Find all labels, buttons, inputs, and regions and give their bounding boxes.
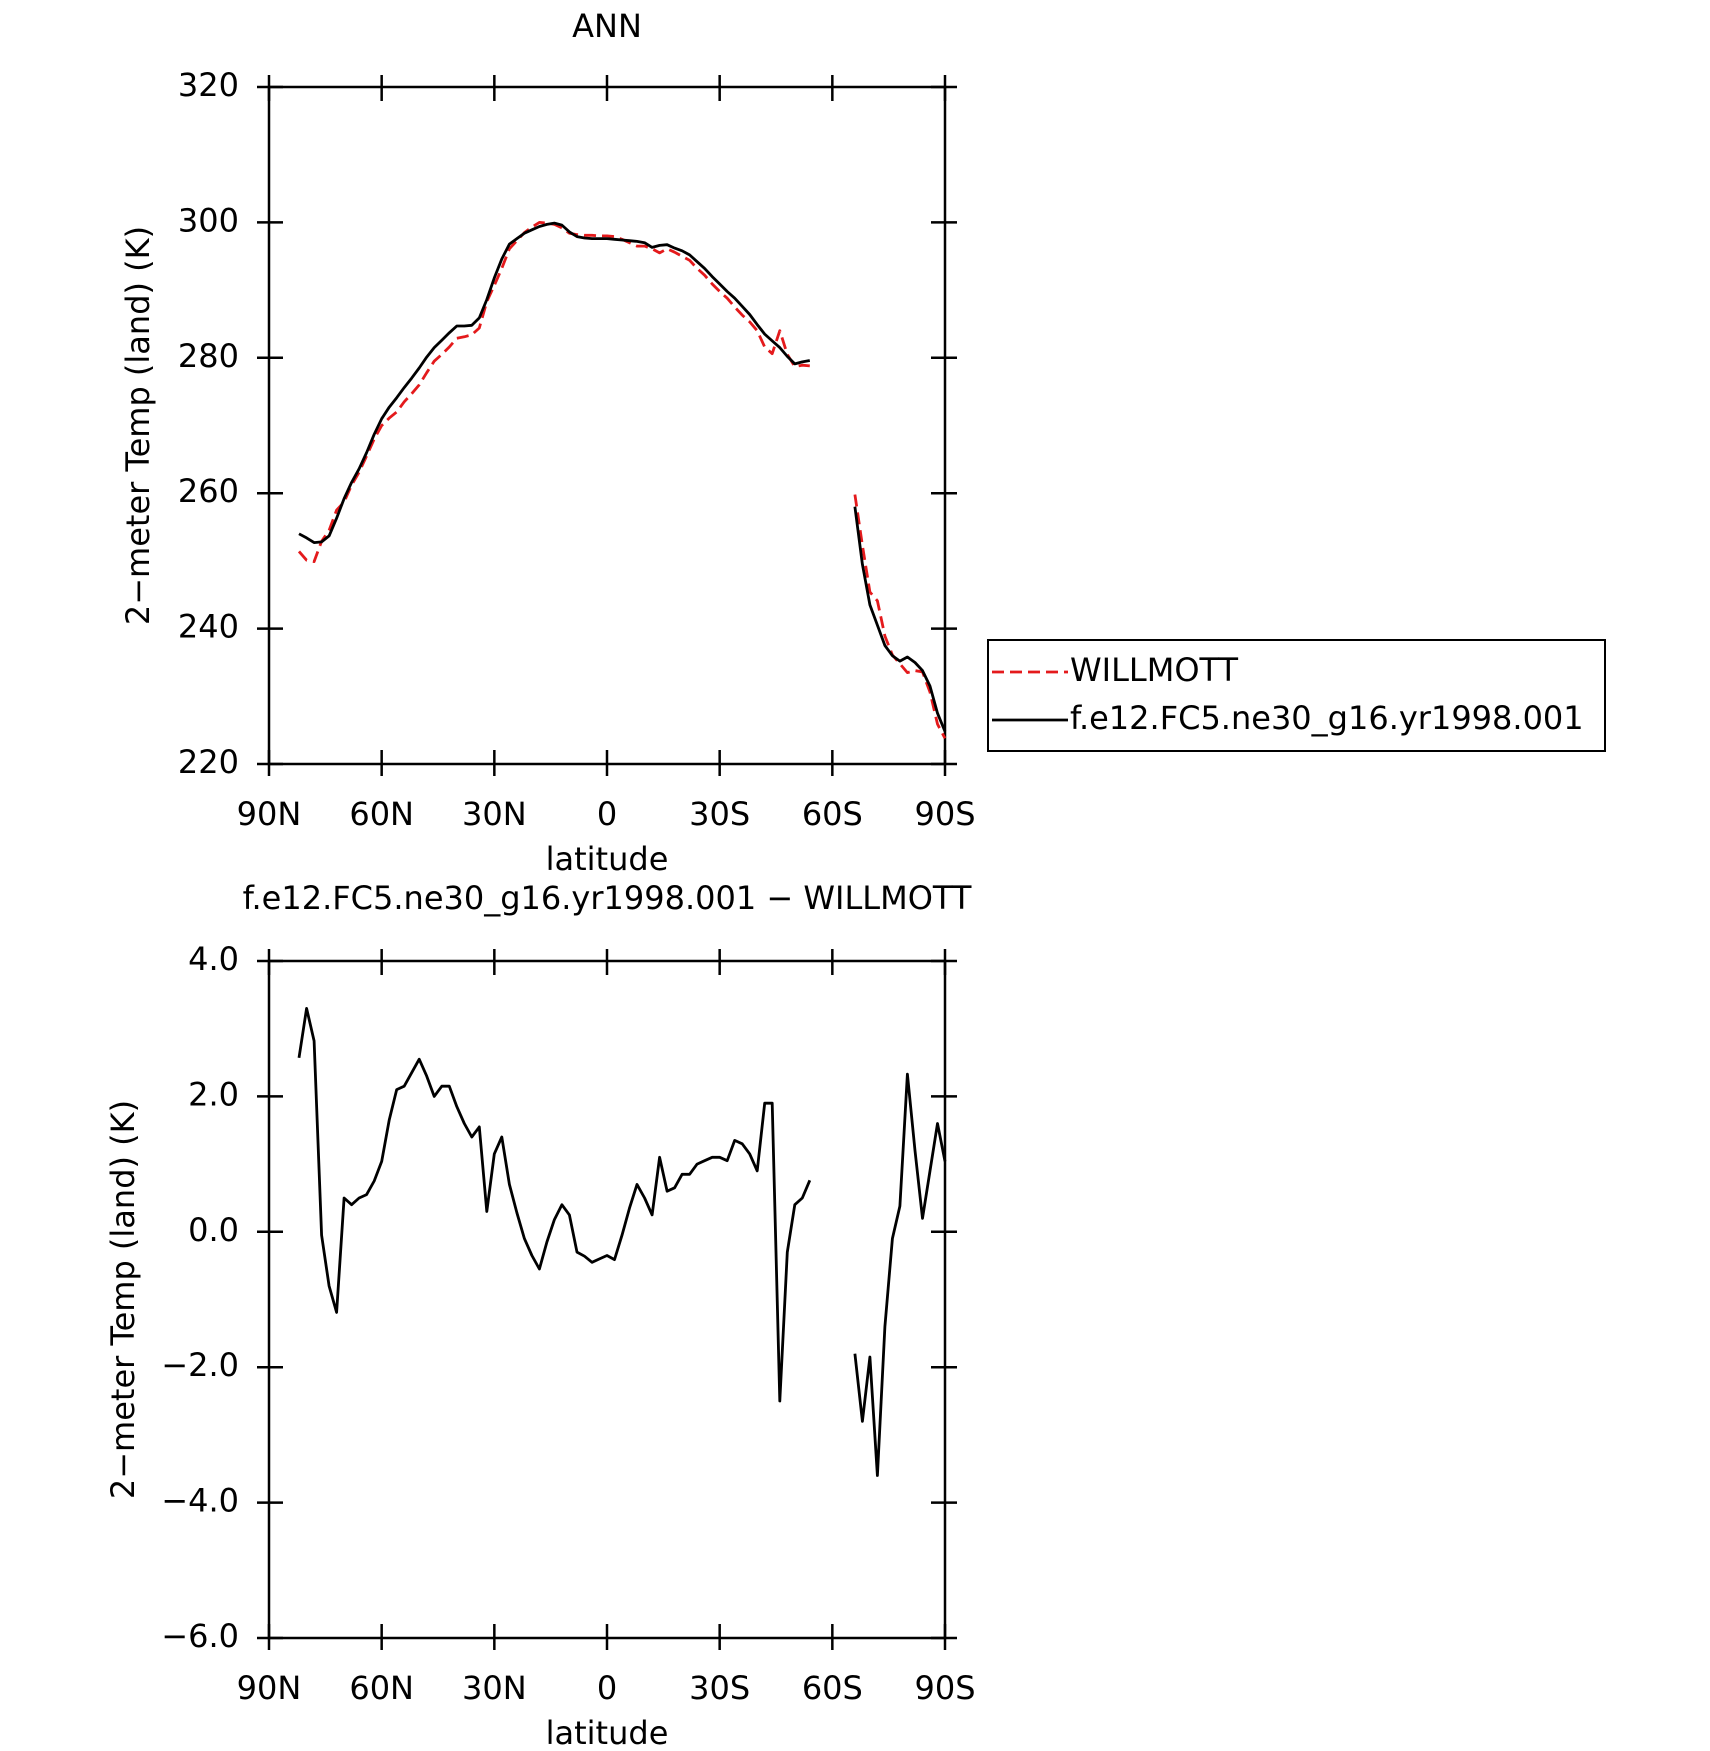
x-tick-label: 90N xyxy=(237,1669,302,1707)
chart-title: ANN xyxy=(572,7,642,45)
y-tick-label: 260 xyxy=(178,472,239,510)
data-line xyxy=(297,1007,947,1477)
y-tick-label: 4.0 xyxy=(188,940,239,978)
plot-frame xyxy=(267,85,947,766)
y-tick-label: −6.0 xyxy=(161,1617,239,1655)
x-tick-label: 90N xyxy=(237,795,302,833)
y-tick-label: 2.0 xyxy=(188,1075,239,1113)
y-axis-title: 2−meter Temp (land) (K) xyxy=(104,1100,142,1499)
x-tick-label: 30N xyxy=(462,795,527,833)
y-axis-title: 2−meter Temp (land) (K) xyxy=(119,226,157,625)
data-line xyxy=(297,221,947,739)
x-tick-label: 60S xyxy=(802,1669,863,1707)
y-tick-label: 240 xyxy=(178,608,239,646)
x-axis-title: latitude xyxy=(546,1714,669,1751)
x-tick-label: 90S xyxy=(914,795,975,833)
x-tick-label: 0 xyxy=(597,1669,617,1707)
data-line xyxy=(298,221,947,733)
y-tick-label: 0.0 xyxy=(188,1211,239,1249)
plot-frame xyxy=(267,959,947,1640)
y-tick-label: 300 xyxy=(178,201,239,239)
y-tick-label: 220 xyxy=(178,743,239,781)
x-tick-label: 0 xyxy=(597,795,617,833)
x-tick-label: 60S xyxy=(802,795,863,833)
x-tick-label: 30S xyxy=(689,795,750,833)
x-axis-title: latitude xyxy=(546,840,669,878)
x-tick-label: 60N xyxy=(349,1669,414,1707)
y-tick-label: 320 xyxy=(178,66,239,104)
x-tick-label: 90S xyxy=(914,1669,975,1707)
legend-label: f.e12.FC5.ne30_g16.yr1998.001 xyxy=(1070,699,1584,737)
y-tick-label: −4.0 xyxy=(161,1482,239,1520)
x-tick-label: 30N xyxy=(462,1669,527,1707)
x-tick-label: 60N xyxy=(349,795,414,833)
chart-title: f.e12.FC5.ne30_g16.yr1998.001 − WILLMOTT xyxy=(243,879,972,917)
x-tick-label: 30S xyxy=(689,1669,750,1707)
y-tick-label: −2.0 xyxy=(161,1346,239,1384)
y-tick-label: 280 xyxy=(178,337,239,375)
legend-box xyxy=(987,639,1606,752)
legend-label: WILLMOTT xyxy=(1070,651,1239,689)
